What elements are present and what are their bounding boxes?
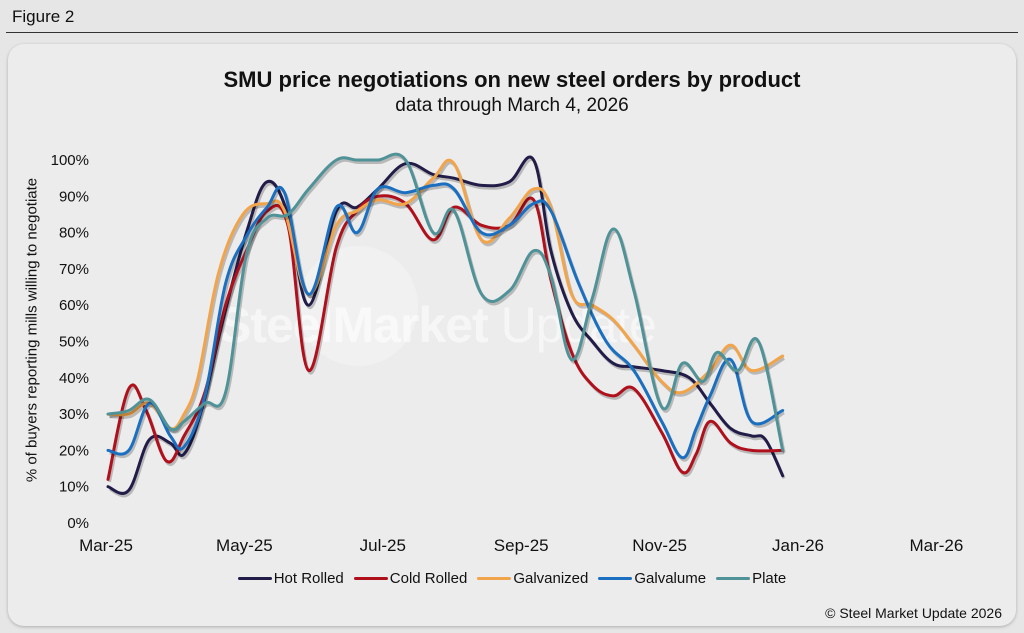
x-tick-label: Jan-26 xyxy=(772,536,824,555)
series-shadow-cold-rolled xyxy=(108,196,785,483)
y-tick-label: 60% xyxy=(59,297,89,314)
legend-swatch xyxy=(598,577,633,580)
y-tick-label: 20% xyxy=(59,442,89,459)
x-tick-label: Mar-26 xyxy=(909,536,963,555)
y-tick-label: 30% xyxy=(59,406,89,423)
y-tick-label: 80% xyxy=(59,225,89,242)
figure-label: Figure 2 xyxy=(12,7,75,26)
legend-item-plate: Plate xyxy=(716,570,786,587)
legend-swatch xyxy=(477,577,512,580)
legend-item-hot-rolled: Hot Rolled xyxy=(237,570,344,587)
legend-label: Cold Rolled xyxy=(389,570,468,587)
legend-label: Galvanized xyxy=(513,570,589,587)
y-tick-label: 40% xyxy=(59,370,89,387)
x-tick-label: May-25 xyxy=(216,536,273,555)
legend-label: Hot Rolled xyxy=(273,570,344,587)
series-shadow-galvalume xyxy=(109,184,785,462)
legend: Hot Rolled Cold Rolled Galvanized Galvalume… xyxy=(0,570,1024,587)
copyright-text: © Steel Market Update 2026 xyxy=(825,605,1002,621)
y-tick-label: 90% xyxy=(59,188,89,205)
series-line-plate xyxy=(106,152,785,452)
series-shadow-hot-rolled xyxy=(108,158,786,498)
legend-item-galvalume: Galvalume xyxy=(598,570,706,587)
y-tick-label: 0% xyxy=(67,515,89,532)
series-line-cold-rolled xyxy=(106,194,785,481)
x-tick-label: Sep-25 xyxy=(494,536,549,555)
y-tick-label: 100% xyxy=(51,152,89,169)
legend-label: Galvalume xyxy=(634,570,707,587)
y-tick-label: 10% xyxy=(59,479,89,496)
legend-swatch xyxy=(716,577,751,580)
chart-panel xyxy=(8,44,1016,626)
x-tick-label: Mar-25 xyxy=(79,536,133,555)
chart-subtitle: data through March 4, 2026 xyxy=(395,95,629,116)
chart-title: SMU price negotiations on new steel orde… xyxy=(223,67,801,92)
legend-swatch xyxy=(353,577,388,580)
legend-item-cold-rolled: Cold Rolled xyxy=(353,570,468,587)
series-line-galvalume xyxy=(106,182,785,460)
series-line-galvanized xyxy=(106,158,785,431)
x-tick-label: Jul-25 xyxy=(360,536,406,555)
legend-item-galvanized: Galvanized xyxy=(477,570,588,587)
x-tick-label: Nov-25 xyxy=(632,536,687,555)
y-tick-label: 50% xyxy=(59,334,89,351)
header-divider xyxy=(6,32,1018,33)
legend-label: Plate xyxy=(752,570,787,587)
legend-swatch xyxy=(237,577,272,580)
y-tick-label: 70% xyxy=(59,261,89,278)
